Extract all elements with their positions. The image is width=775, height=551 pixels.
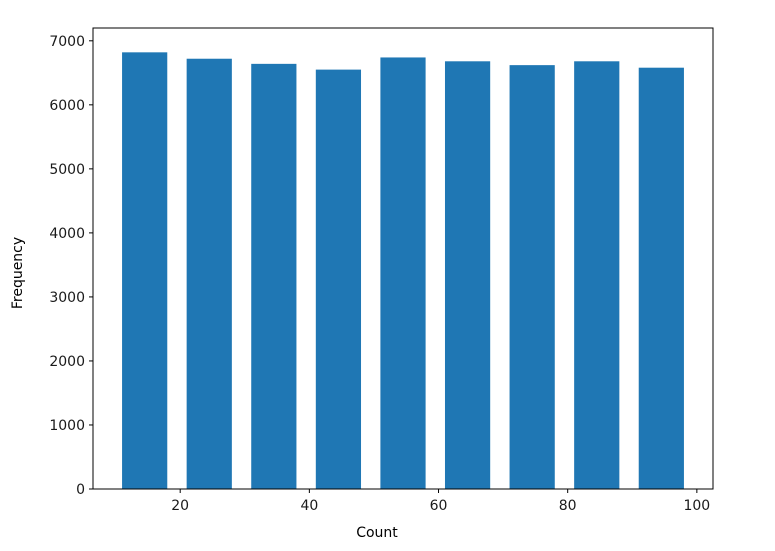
x-tick-label: 80 <box>559 498 577 514</box>
x-tick-label: 100 <box>683 498 710 514</box>
bar-4 <box>315 69 362 490</box>
y-tick-label: 5000 <box>49 162 85 178</box>
x-tick-label: 40 <box>300 498 318 514</box>
bars-group <box>122 52 684 490</box>
x-tick-label: 60 <box>430 498 448 514</box>
bar-5 <box>380 57 426 489</box>
bar-2 <box>186 58 232 489</box>
y-tick-label: 4000 <box>49 226 85 242</box>
x-axis-ticks: 20 40 60 80 100 <box>171 489 710 514</box>
plot-frame <box>92 27 714 490</box>
y-axis-label: Frequency <box>10 237 26 309</box>
bar-1 <box>122 52 168 489</box>
y-tick-label: 1000 <box>49 418 85 434</box>
y-tick-label: 0 <box>76 482 85 498</box>
x-tick-label: 20 <box>171 498 189 514</box>
y-axis-ticks: 0 1000 2000 3000 4000 5000 6000 7000 <box>49 34 93 498</box>
bar-8 <box>574 61 620 490</box>
y-tick-label: 2000 <box>49 354 85 370</box>
x-axis-label: Count <box>356 525 398 541</box>
y-tick-label: 6000 <box>49 98 85 114</box>
bar-9 <box>638 67 684 490</box>
y-tick-label: 3000 <box>49 290 85 306</box>
y-tick-label: 7000 <box>49 34 85 50</box>
bar-7 <box>509 65 555 489</box>
bar-3 <box>251 63 297 489</box>
bar-6 <box>444 61 491 490</box>
